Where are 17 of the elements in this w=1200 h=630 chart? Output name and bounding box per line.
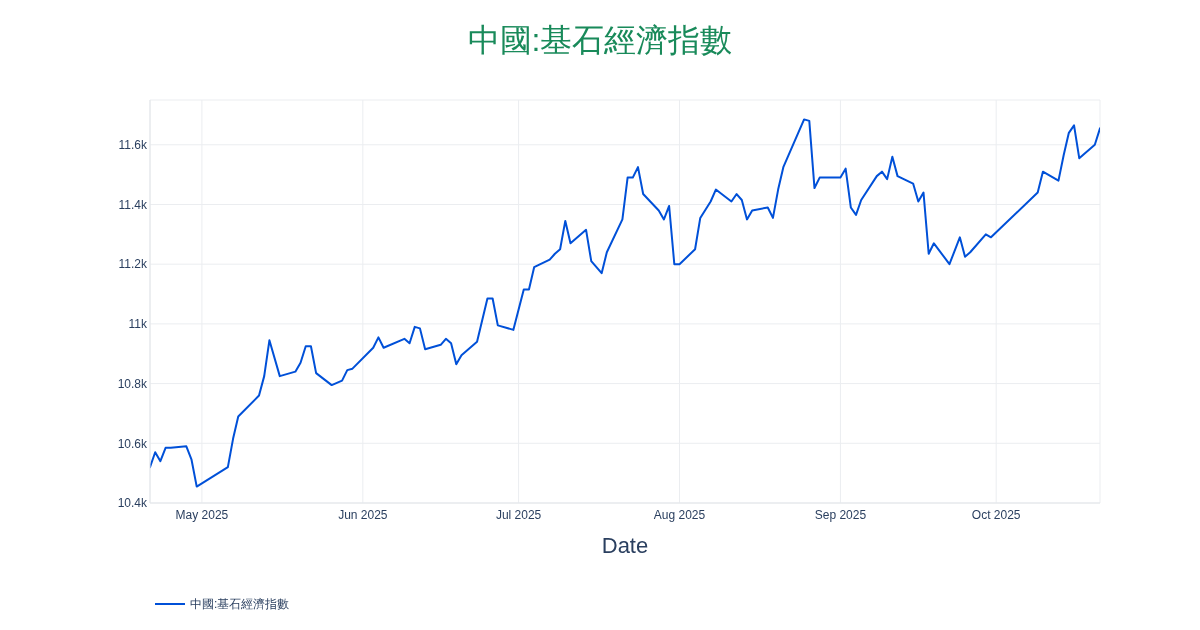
- y-tick-label: 11k: [128, 317, 148, 332]
- x-tick-label: Oct 2025: [971, 507, 1021, 522]
- chart-title: 中國:基石經濟指數: [467, 22, 733, 58]
- y-tick-label: 11.4k: [118, 197, 148, 212]
- x-tick-label: Sep 2025: [814, 507, 867, 522]
- x-tick-label: Jun 2025: [338, 507, 388, 522]
- x-tick-label: Jul 2025: [495, 507, 542, 522]
- line-series: [150, 118, 1100, 488]
- y-tick-label: 10.4k: [117, 496, 148, 511]
- x-axis-title: Date: [601, 533, 649, 558]
- x-tick-label: May 2025: [175, 507, 229, 522]
- y-tick-label: 10.6k: [117, 436, 148, 451]
- y-tick-label: 10.8k: [117, 376, 148, 391]
- x-tick-label: Aug 2025: [653, 507, 706, 522]
- legend-label: 中國:基石經濟指數: [190, 596, 290, 613]
- y-tick-label: 11.6k: [118, 138, 148, 153]
- y-tick-label: 11.2k: [118, 257, 148, 272]
